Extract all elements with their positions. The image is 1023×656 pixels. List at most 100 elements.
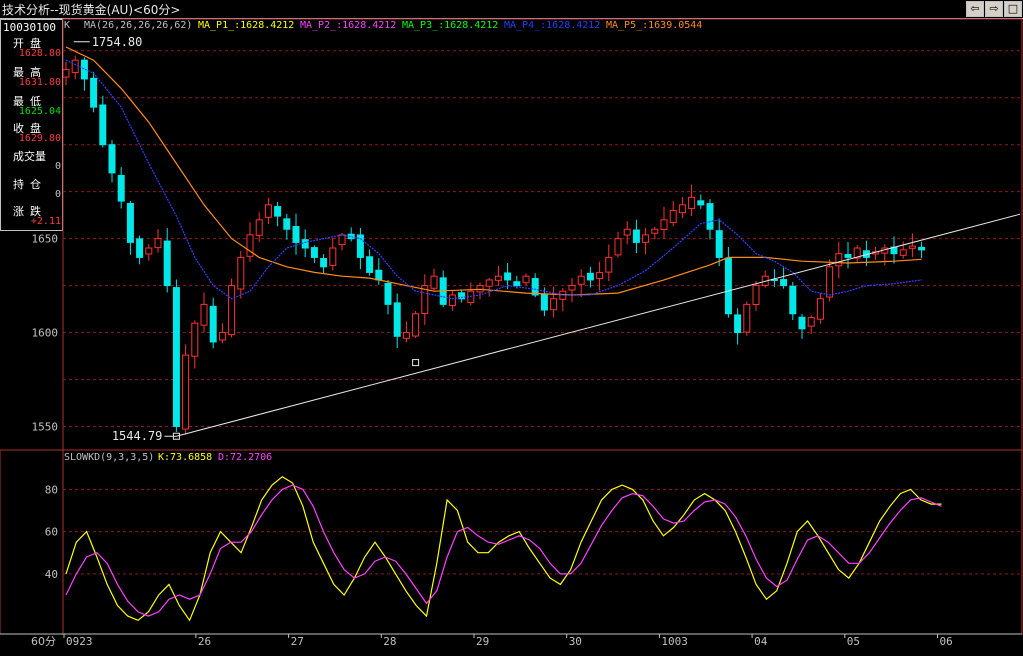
kd-series-k-line <box>65 475 942 622</box>
time-tick-label: 04 <box>754 635 768 648</box>
quote-label: 收盘 <box>13 122 47 135</box>
quote-label: 成交量 <box>13 150 46 163</box>
candle-body <box>918 246 926 251</box>
candle-body <box>458 292 466 300</box>
price-tick-label: 1650 <box>32 233 59 246</box>
candle-body <box>218 332 226 341</box>
time-tick-label: 30 <box>569 635 582 648</box>
candle-body <box>375 269 383 281</box>
time-tick-label: 1003 <box>661 635 688 648</box>
candle-body <box>366 256 374 273</box>
candle-body <box>393 302 401 337</box>
candle-body <box>255 219 263 236</box>
candle-body <box>412 313 420 337</box>
quote-value: 1625.04 <box>18 106 61 117</box>
status-bar <box>0 650 1023 656</box>
candle-body <box>780 279 788 287</box>
time-tick-label: 05 <box>847 635 860 648</box>
candle-body <box>835 253 843 267</box>
quote-value: 0 <box>54 189 61 200</box>
candle-body <box>117 174 125 202</box>
candle-body <box>706 203 714 230</box>
price-tick-label: 1550 <box>32 420 59 433</box>
candle-body <box>899 249 907 256</box>
candle-body <box>347 233 355 240</box>
candle-body <box>513 281 521 287</box>
candle-body <box>209 305 217 343</box>
candle-body <box>154 238 162 249</box>
candle-body <box>163 240 171 287</box>
candle-body <box>71 59 79 73</box>
next-arrow-icon[interactable]: ⇨ <box>985 1 1003 17</box>
quote-value: +2.11 <box>30 216 61 227</box>
candle-body <box>172 287 180 427</box>
candle-body <box>108 144 116 174</box>
time-tick-label: 0923 <box>66 635 93 648</box>
time-tick-label: 26 <box>198 635 211 648</box>
candle-body <box>844 254 852 258</box>
candle-body <box>669 209 677 223</box>
legend-ma-p1: MA_P1_:1628.4212 <box>198 20 295 31</box>
candle-body <box>200 303 208 326</box>
quote-value: 1628.80 <box>18 48 61 59</box>
high-annotation-label: 1754.80 <box>92 35 143 49</box>
candle-body <box>853 247 861 259</box>
time-tick-label: 06 <box>940 635 953 648</box>
quote-value: 0 <box>54 161 61 172</box>
candle-body <box>384 283 392 305</box>
candle-body <box>126 202 134 243</box>
kd-legend-title: SLOWKD(9,3,3,5) <box>64 452 155 463</box>
candle-body <box>264 204 272 218</box>
price-tick-label: 1600 <box>32 327 59 340</box>
candle-body <box>632 229 640 243</box>
candle-body <box>301 239 309 249</box>
maximize-icon[interactable]: □ <box>1004 1 1022 17</box>
candle-body <box>577 275 585 285</box>
candle-body <box>743 303 751 333</box>
quote-label: 开盘 <box>13 37 47 50</box>
candle-body <box>807 317 815 327</box>
candle-body <box>191 322 199 357</box>
kd-legend-k: K:73.6858 <box>158 452 213 463</box>
kd-panel-frame <box>0 449 1023 635</box>
candle-body <box>816 298 824 320</box>
prev-arrow-icon[interactable]: ⇦ <box>966 1 984 17</box>
legend-k: K <box>64 20 71 31</box>
candle-body <box>605 256 613 273</box>
candle-body <box>246 234 254 257</box>
time-tick-label: 27 <box>291 635 304 648</box>
candle-body <box>522 275 530 284</box>
candle-body <box>99 104 107 146</box>
candle-body <box>356 234 364 258</box>
trendline <box>176 213 1021 437</box>
candle-body <box>715 230 723 258</box>
candle-body <box>338 234 346 246</box>
candle-body <box>678 204 686 214</box>
time-tick-label: 28 <box>383 635 396 648</box>
candle-body <box>329 247 337 266</box>
legend-ma-p5: MA_P5_:1639.0544 <box>606 20 703 31</box>
candle-body <box>504 272 512 281</box>
quote-label: 最低 <box>13 95 47 108</box>
kd-tick-label: 60 <box>45 526 58 539</box>
candle-body <box>310 247 318 258</box>
candle-body <box>283 218 291 230</box>
legend-ma-p3: MA_P3_:1628.4212 <box>402 20 499 31</box>
window-title: 技术分析--现货黄金(AU)<60分> <box>2 3 181 17</box>
candle-body <box>80 59 88 80</box>
candle-body <box>182 354 190 430</box>
ma-p5-line <box>65 46 922 296</box>
candle-body <box>550 298 558 311</box>
low-annotation-label: 1544.79 <box>112 429 163 443</box>
candle-body <box>540 293 548 311</box>
candle-body <box>145 247 153 255</box>
quote-label: 最高 <box>13 66 47 79</box>
candle-body <box>62 69 70 78</box>
candle-body <box>237 256 245 290</box>
quote-label: 持仓 <box>13 178 47 191</box>
candle-body <box>430 275 438 289</box>
candle-body <box>614 238 622 256</box>
candle-body <box>402 332 410 339</box>
candle-body <box>798 316 806 330</box>
